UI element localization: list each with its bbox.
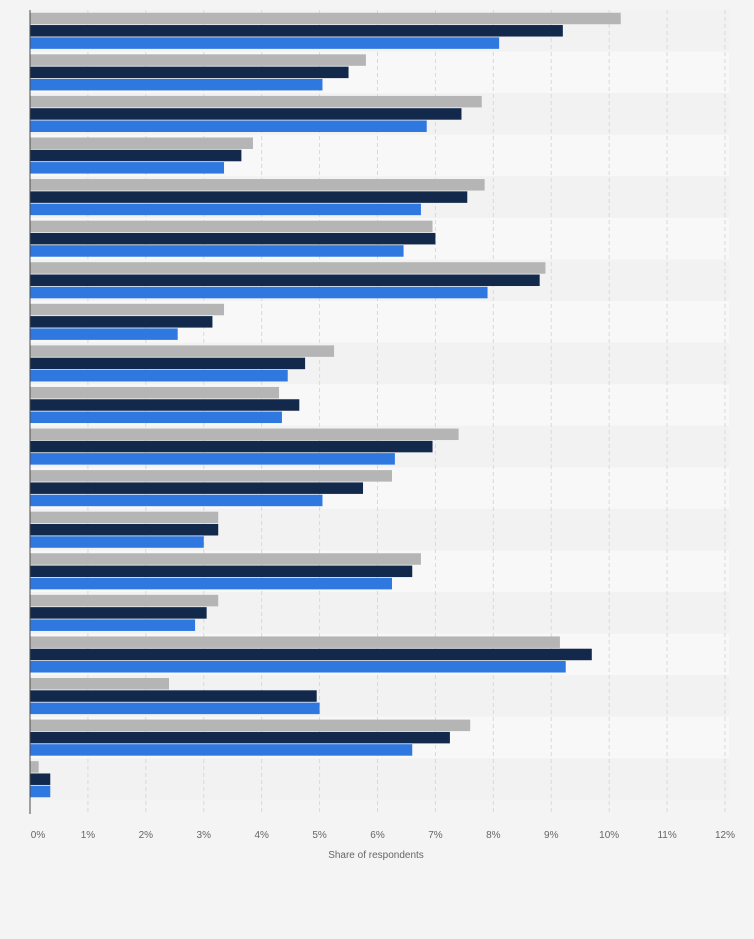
bar bbox=[30, 303, 225, 316]
bar bbox=[30, 220, 433, 233]
bar bbox=[30, 761, 39, 773]
bar bbox=[30, 719, 471, 732]
bar bbox=[30, 648, 592, 661]
bar bbox=[30, 345, 335, 357]
bar bbox=[30, 274, 540, 287]
bar bbox=[30, 262, 546, 274]
bar bbox=[30, 411, 282, 424]
bar bbox=[30, 470, 392, 482]
x-axis-title: Share of respondents bbox=[328, 850, 424, 861]
bar bbox=[30, 203, 421, 216]
bar bbox=[30, 702, 320, 715]
bar bbox=[30, 37, 500, 49]
bar bbox=[30, 108, 462, 120]
bar bbox=[30, 731, 450, 744]
bar bbox=[30, 511, 219, 524]
bar bbox=[30, 523, 219, 536]
bar bbox=[30, 120, 427, 132]
bar bbox=[30, 316, 213, 328]
bar bbox=[30, 773, 51, 785]
x-tick-label: 10% bbox=[599, 830, 619, 841]
bars bbox=[30, 12, 621, 798]
bar bbox=[30, 78, 323, 91]
bar bbox=[30, 577, 392, 590]
bar bbox=[30, 636, 560, 648]
bar bbox=[30, 594, 219, 607]
x-tick-label: 9% bbox=[544, 830, 559, 841]
bar bbox=[30, 54, 366, 66]
x-tick-label: 0% bbox=[31, 830, 46, 841]
x-tick-label: 8% bbox=[486, 830, 501, 841]
x-tick-label: 6% bbox=[370, 830, 385, 841]
bar bbox=[30, 12, 621, 25]
bar bbox=[30, 245, 404, 257]
bar bbox=[30, 494, 323, 507]
bar bbox=[30, 744, 413, 756]
bar bbox=[30, 232, 436, 245]
bar bbox=[30, 619, 196, 631]
bar bbox=[30, 399, 300, 411]
bar bbox=[30, 25, 563, 37]
x-tick-label: 3% bbox=[197, 830, 212, 841]
x-tick-label: 5% bbox=[312, 830, 327, 841]
bar bbox=[30, 482, 364, 494]
bar bbox=[30, 607, 207, 619]
bar bbox=[30, 191, 468, 203]
row-band bbox=[30, 758, 729, 800]
bar bbox=[30, 162, 225, 174]
bar bbox=[30, 286, 488, 299]
bar bbox=[30, 785, 51, 798]
bar bbox=[30, 536, 204, 548]
x-tick-labels: 0% 1% 2% 3% 4% 5% 6% 7% 8% 9% 10% 11% 12% bbox=[31, 830, 735, 841]
grid-lines bbox=[87, 10, 726, 812]
bar bbox=[30, 137, 253, 149]
x-tick-label: 12% bbox=[715, 830, 735, 841]
bar bbox=[30, 328, 178, 340]
x-tick-label: 1% bbox=[81, 830, 96, 841]
x-tick-label: 7% bbox=[428, 830, 443, 841]
bar bbox=[30, 678, 169, 690]
bar bbox=[30, 565, 413, 578]
bar bbox=[30, 149, 242, 162]
bar bbox=[30, 369, 288, 382]
bar bbox=[30, 66, 349, 79]
bar bbox=[30, 386, 280, 399]
bar bbox=[30, 428, 459, 441]
x-tick-label: 11% bbox=[657, 830, 676, 841]
bar bbox=[30, 661, 566, 673]
bar bbox=[30, 179, 485, 191]
x-tick-label: 2% bbox=[139, 830, 154, 841]
bar bbox=[30, 440, 433, 453]
bar bbox=[30, 453, 395, 465]
bar bbox=[30, 95, 482, 108]
bar bbox=[30, 690, 317, 702]
x-tick-label: 4% bbox=[254, 830, 269, 841]
bar bbox=[30, 553, 421, 565]
bar bbox=[30, 357, 306, 370]
